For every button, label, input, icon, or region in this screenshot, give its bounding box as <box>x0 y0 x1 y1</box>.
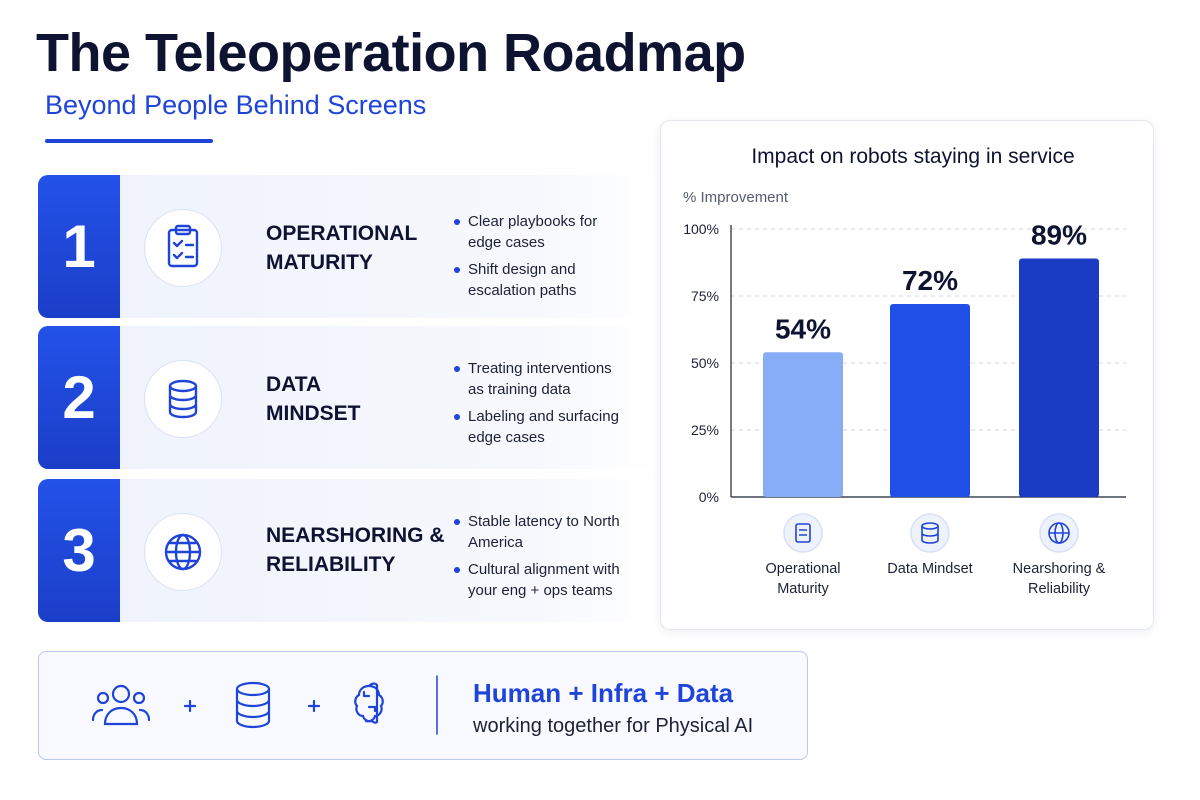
step-icon <box>144 513 222 591</box>
value-label: 72% <box>902 265 958 296</box>
x-tick-label: Operational Maturity <box>765 561 841 597</box>
step-row: 3 NEARSHORING & RELIABILITY Stable latenc… <box>38 479 656 622</box>
footer-text: working together for Physical AI <box>473 715 754 737</box>
x-tick-label: Nearshoring & Reliability <box>1012 561 1106 597</box>
y-tick-label: 50% <box>691 355 719 371</box>
footer: Human + Infra + Data working together fo… <box>38 651 808 760</box>
y-tick-label: 75% <box>691 288 719 304</box>
step-icon <box>144 360 222 438</box>
chart-panel: Impact on robots staying in service % Im… <box>660 120 1154 630</box>
bar <box>890 304 970 497</box>
y-tick-label: 0% <box>699 489 719 505</box>
footer-icons <box>91 675 438 735</box>
step-number: 1 <box>38 175 120 318</box>
bar <box>1019 258 1099 497</box>
value-label: 89% <box>1031 219 1087 250</box>
step-row: 2 DATA MINDSET Treating interventions as … <box>38 326 656 469</box>
y-tick-label: 25% <box>691 422 719 438</box>
category-icons <box>783 513 1079 553</box>
bar <box>763 352 843 497</box>
step-icon <box>144 209 222 287</box>
step-title: NEARSHORING & RELIABILITY <box>266 524 445 576</box>
footer-headline: Human + Infra + Data <box>473 678 734 708</box>
chart-title: Impact on robots staying in service <box>751 145 1074 168</box>
step-number: 3 <box>38 479 120 622</box>
step-bullets: Stable latency to North America Cultural … <box>454 511 628 607</box>
step-title: DATA MINDSET <box>266 373 361 425</box>
step-title: OPERATIONAL MATURITY <box>266 222 418 274</box>
y-tick-label: 100% <box>683 221 719 237</box>
x-tick-label: Data Mindset <box>887 561 973 577</box>
y-axis-label: % Improvement <box>683 189 789 206</box>
subtitle: Beyond People Behind Screens <box>45 90 427 120</box>
step-row: 1 OPERATIONAL MATURITY Clear playbooks fo… <box>38 175 656 318</box>
step-bullets: Treating interventions as training data L… <box>454 358 628 454</box>
title: The Teleoperation Roadmap <box>36 23 746 83</box>
chart: Impact on robots staying in service % Im… <box>683 145 1126 553</box>
step-number: 2 <box>38 326 120 469</box>
step-bullets: Clear playbooks for edge cases Shift desi… <box>454 211 628 307</box>
value-label: 54% <box>775 313 831 344</box>
underline <box>45 139 213 143</box>
